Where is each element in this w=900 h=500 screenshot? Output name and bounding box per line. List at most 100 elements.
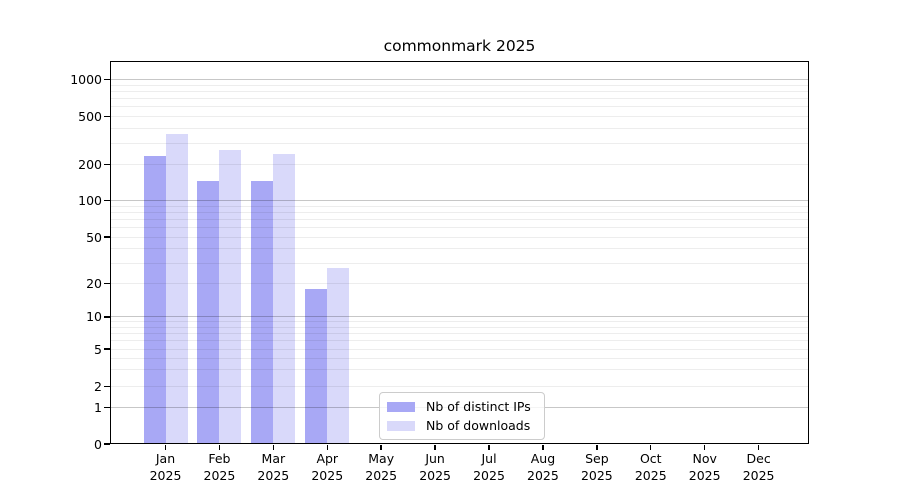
gridline-minor [110,116,809,118]
x-tick-mark [650,445,652,450]
x-tick-month: Mar [261,451,286,466]
y-tick-label: 50 [86,229,102,245]
x-tick-year: 2025 [419,468,451,483]
x-tick-label: Jul 2025 [459,450,519,484]
x-tick-month: Sep [585,451,609,466]
y-tick-mark [104,236,110,238]
gridline-major [110,316,809,318]
legend-swatch-distinct-ips-icon [387,401,415,412]
x-tick-label: Dec 2025 [729,450,789,484]
x-tick-month: Apr [316,451,339,466]
y-tick-mark [104,200,110,202]
gridline-minor [110,227,809,229]
y-tick-label: 10 [86,309,102,325]
y-tick-mark [104,406,110,409]
x-tick-mark [164,445,167,450]
y-tick-mark [104,78,110,81]
x-tick-month: Dec [746,451,771,466]
y-tick-mark [104,385,110,388]
gridline-minor [110,283,809,285]
gridline-minor [110,106,809,108]
x-tick-mark [326,445,328,450]
chart-title: commonmark 2025 [383,37,536,55]
gridline-minor [110,90,809,92]
gridline-major [110,78,809,80]
gridline-minor [110,340,809,342]
bar-jan-distinct-ips [143,156,166,444]
y-tick-mark [104,282,110,285]
y-tick-label: 1000 [70,71,102,87]
gridline-minor [110,142,809,144]
x-tick-mark [434,445,436,450]
y-tick-mark [104,115,110,118]
y-tick-label: 100 [78,193,102,209]
gridline-minor [110,236,809,238]
gridline-minor [110,98,809,100]
x-tick-year: 2025 [634,468,667,483]
x-tick-mark [218,445,221,450]
gridline-minor [110,326,809,328]
y-tick-label: 2 [94,379,102,395]
bar-apr-distinct-ips [305,288,328,444]
x-tick-year: 2025 [473,468,505,483]
grid-layer [110,61,809,444]
y-tick-label: 0 [94,436,102,452]
x-tick-year: 2025 [688,468,721,483]
bars-layer [110,61,809,444]
x-tick-label: Jun 2025 [405,450,465,484]
gridline-minor [110,127,809,129]
x-tick-month: Aug [530,451,556,466]
x-tick-month: May [368,451,395,466]
y-tick-label: 500 [78,109,102,125]
x-tick-label: Apr 2025 [297,450,357,484]
x-tick-label: Sep 2025 [567,450,627,484]
x-tick-label: Jan 2025 [136,450,196,484]
y-tick-label: 1 [94,400,102,416]
x-tick-year: 2025 [149,468,182,483]
y-tick-label: 20 [86,276,102,292]
x-tick-mark [272,445,275,450]
bar-jan-downloads [165,133,188,444]
y-tick-mark [104,348,110,350]
x-tick-mark [704,445,706,450]
x-tick-month: Jul [481,451,497,466]
plot-area: Nb of distinct IPs Nb of downloads [110,61,809,444]
legend: Nb of distinct IPs Nb of downloads [379,392,545,440]
x-tick-mark [542,445,544,450]
x-tick-label: Feb 2025 [189,450,249,484]
x-tick-year: 2025 [203,468,236,483]
bar-apr-downloads [327,268,350,444]
x-tick-month: Jan [155,451,176,466]
gridline-minor [110,369,809,371]
gridline-minor [110,321,809,323]
gridline-minor [110,212,809,214]
x-tick-month: Oct [639,451,662,466]
x-tick-label: May 2025 [351,450,411,484]
x-tick-year: 2025 [580,468,613,483]
gridline-major [110,200,809,202]
y-tick-label: 200 [78,157,102,173]
x-tick-year: 2025 [311,468,344,483]
x-tick-month: Feb [208,451,231,466]
legend-item-downloads: Nb of downloads [387,418,536,433]
x-tick-label: Aug 2025 [513,450,573,484]
bar-mar-downloads [273,154,296,444]
x-tick-year: 2025 [742,468,775,483]
gridline-minor [110,332,809,334]
gridline-minor [110,84,809,86]
x-tick-mark [596,445,598,450]
gridline-minor [110,262,809,264]
x-tick-year: 2025 [257,468,290,483]
x-tick-year: 2025 [365,468,398,483]
x-tick-mark [488,445,490,450]
gridline-minor [110,247,809,249]
gridline-minor [110,348,809,350]
bar-feb-downloads [219,149,242,444]
legend-label-distinct-ips: Nb of distinct IPs [426,399,531,414]
x-tick-mark [757,445,760,450]
legend-swatch-downloads-icon [387,420,415,431]
x-tick-label: Oct 2025 [621,450,681,484]
gridline-minor [110,219,809,221]
x-tick-year: 2025 [527,468,559,483]
